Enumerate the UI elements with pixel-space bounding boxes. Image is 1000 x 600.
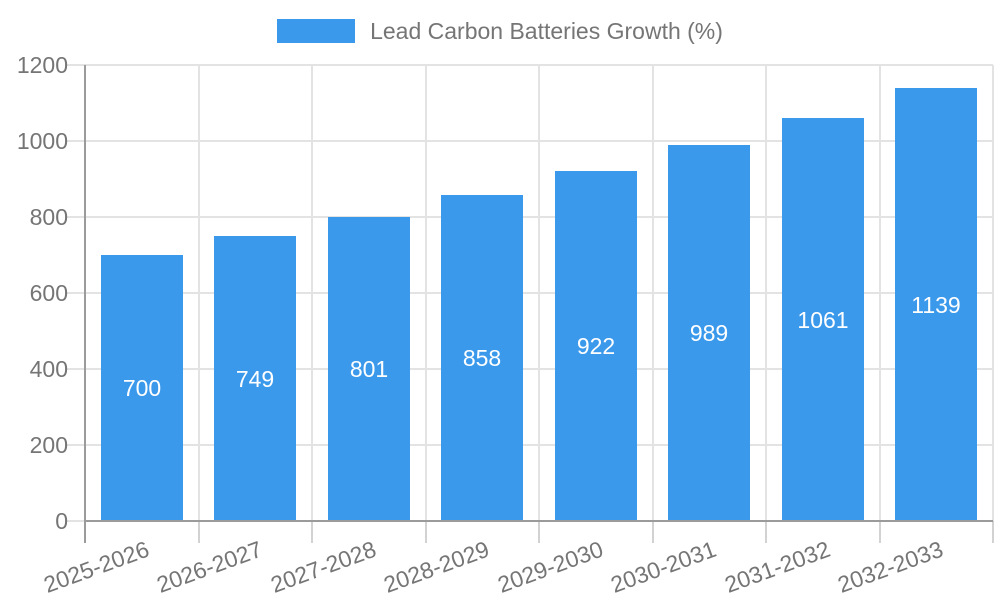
x-gridline (765, 65, 767, 521)
axis-tick (879, 521, 881, 543)
x-axis-line (85, 520, 993, 522)
x-tick-label: 2028-2029 (380, 535, 493, 598)
x-tick-label: 2026-2027 (153, 535, 266, 598)
x-gridline (652, 65, 654, 521)
x-tick-label: 2031-2032 (721, 535, 834, 598)
bar-value-label: 700 (122, 375, 162, 401)
legend-label: Lead Carbon Batteries Growth (%) (370, 18, 723, 44)
bar-value-label: 922 (576, 333, 616, 359)
y-gridline (65, 140, 993, 142)
axis-tick (425, 521, 427, 543)
legend-swatch (277, 19, 356, 43)
axis-tick (538, 521, 540, 543)
x-gridline (425, 65, 427, 521)
axis-tick (652, 521, 654, 543)
bar[interactable] (441, 195, 523, 521)
bar-value-label: 801 (349, 356, 389, 382)
axis-tick (992, 521, 994, 543)
bar[interactable] (668, 145, 750, 521)
x-gridline (311, 65, 313, 521)
y-axis-line (84, 65, 86, 543)
bar[interactable] (895, 88, 977, 521)
x-gridline (879, 65, 881, 521)
x-gridline (992, 65, 994, 521)
y-tick-label: 1200 (16, 52, 68, 78)
axis-tick (65, 520, 85, 522)
bar-value-label: 1139 (911, 292, 961, 318)
bar[interactable] (555, 171, 637, 521)
bar-value-label: 749 (235, 366, 275, 392)
y-tick-label: 0 (55, 508, 68, 534)
bar-value-label: 858 (462, 345, 502, 371)
chart-legend[interactable]: Lead Carbon Batteries Growth (%) (0, 16, 1000, 46)
y-tick-label: 800 (29, 204, 68, 230)
y-tick-label: 600 (29, 280, 68, 306)
bar[interactable] (101, 255, 183, 521)
y-gridline (65, 444, 993, 446)
x-tick-label: 2029-2030 (494, 535, 607, 598)
y-tick-label: 400 (29, 356, 68, 382)
x-gridline (538, 65, 540, 521)
y-gridline (65, 292, 993, 294)
x-tick-label: 2030-2031 (607, 535, 720, 598)
axis-tick (198, 521, 200, 543)
y-tick-label: 200 (29, 432, 68, 458)
y-tick-label: 1000 (16, 128, 68, 154)
bar[interactable] (782, 118, 864, 521)
bar-value-label: 989 (689, 320, 729, 346)
bar[interactable] (214, 236, 296, 521)
bar-value-label: 1061 (797, 307, 849, 333)
bar[interactable] (328, 217, 410, 521)
x-tick-label: 2032-2033 (834, 535, 947, 598)
x-tick-label: 2027-2028 (267, 535, 380, 598)
axis-tick (765, 521, 767, 543)
x-gridline (198, 65, 200, 521)
axis-tick (311, 521, 313, 543)
y-gridline (65, 216, 993, 218)
y-gridline (65, 64, 993, 66)
y-gridline (65, 368, 993, 370)
x-tick-label: 2025-2026 (40, 535, 153, 598)
